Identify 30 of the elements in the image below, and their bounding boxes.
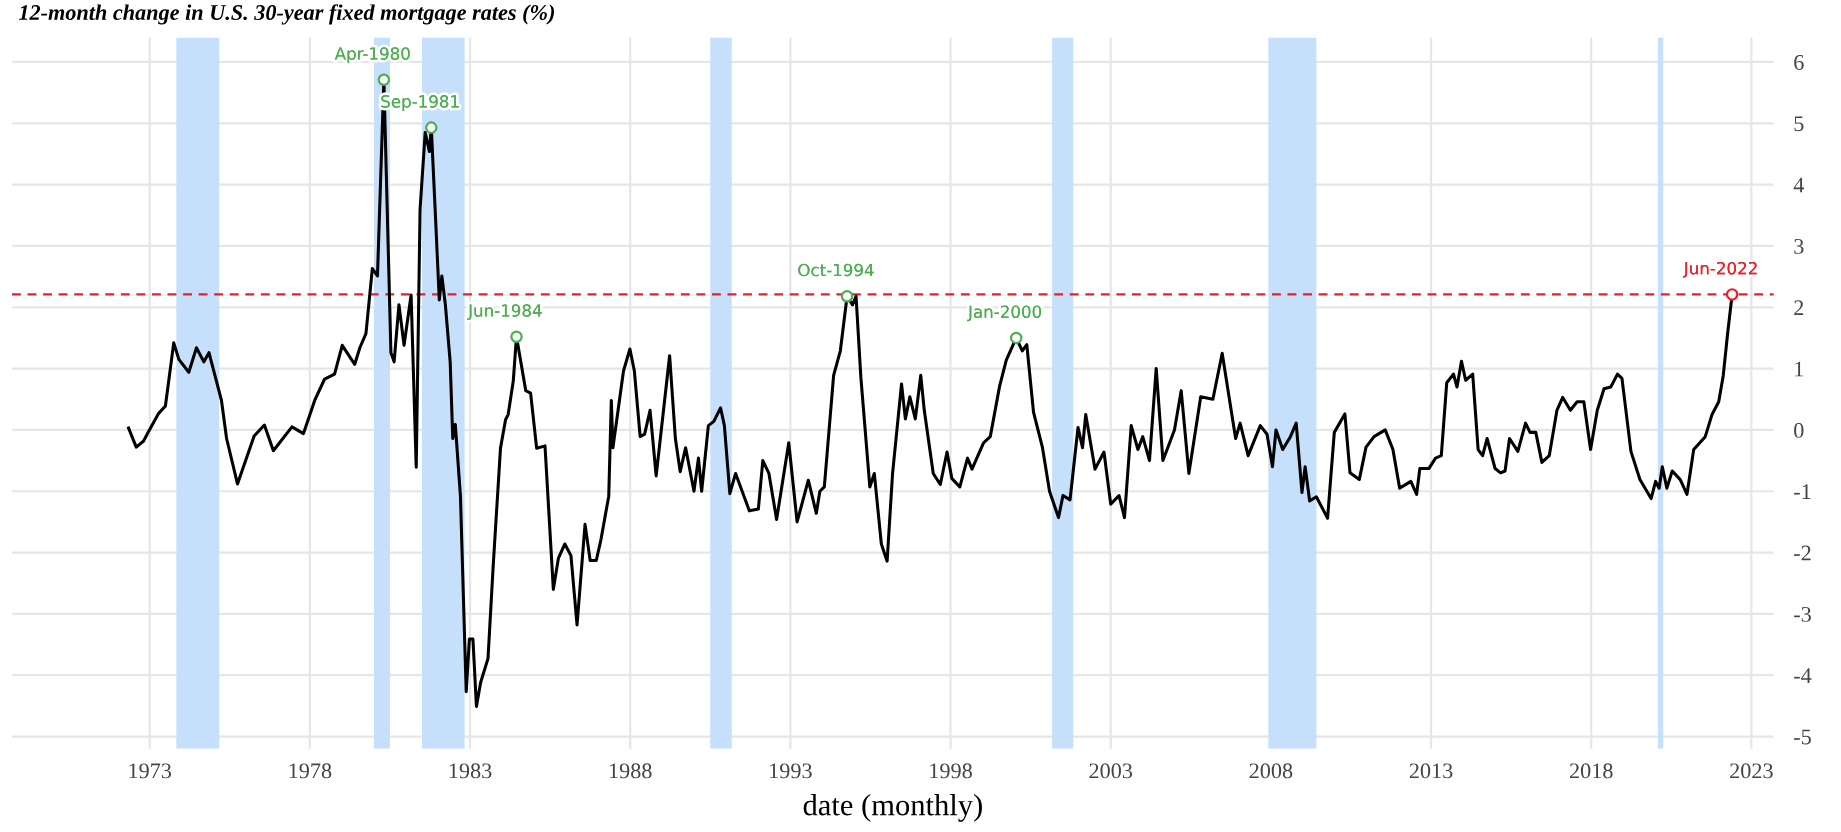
x-tick-label: 2008: [1249, 763, 1293, 779]
annotation: Oct-1994: [798, 263, 874, 277]
annotation: Jan-2000: [967, 305, 1042, 322]
y-tick-label: 2: [1794, 300, 1804, 315]
x-tick-label: 1988: [609, 763, 652, 779]
y-tick-label: -4: [1794, 668, 1812, 683]
y-tick-label: 3: [1794, 238, 1804, 254]
x-tick-label: 1993: [770, 763, 812, 779]
y-tick-label: -2: [1794, 545, 1811, 561]
annotation: Jun-1984: [467, 304, 542, 320]
x-tick-label: 1983: [449, 763, 492, 779]
x-tick-label: 1978: [289, 763, 332, 779]
annotation: Apr-1980: [334, 47, 410, 64]
chart-title: 12-month change in U.S. 30-year fixed mortgage rates (%): [18, 4, 554, 25]
x-tick-label: 1998: [930, 763, 972, 779]
y-tick-label: 1: [1795, 361, 1804, 377]
y-tick-label: -5: [1794, 729, 1811, 745]
annotation: Jun-2022: [1682, 261, 1757, 278]
y-tick-label: 5: [1794, 116, 1804, 132]
x-tick-label: 1973: [129, 763, 172, 779]
y-tick-label: -1: [1794, 484, 1811, 499]
x-tick-label: 2023: [1730, 763, 1773, 779]
y-tick-label: 4: [1793, 177, 1805, 193]
x-tick-label: 2003: [1089, 763, 1133, 779]
x-tick-label: 2013: [1409, 763, 1453, 779]
y-tick-label: 6: [1794, 54, 1804, 70]
x-tick-label: 2018: [1569, 763, 1613, 779]
y-tick-label: 0: [1794, 422, 1804, 438]
x-axis-title: date (monthly): [803, 793, 982, 822]
y-tick-label: -3: [1794, 606, 1811, 622]
